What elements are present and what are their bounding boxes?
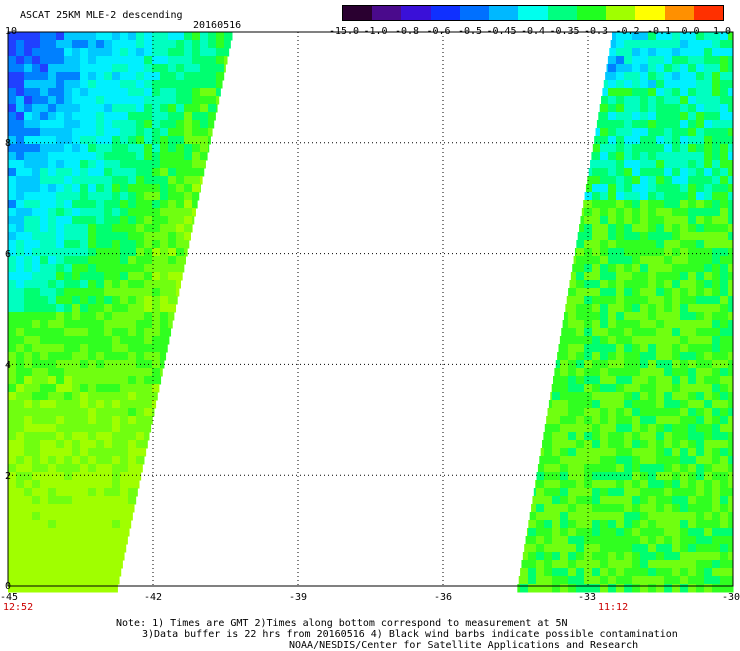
note-line-2: 3)Data buffer is 22 hrs from 20160516 4)… <box>142 629 678 640</box>
colorbar-swatch <box>664 6 694 20</box>
left-swath <box>8 32 233 593</box>
map-frame <box>7 31 734 587</box>
colorbar-tick-label: -1.0 <box>363 26 388 37</box>
lat-label-4: 4 <box>5 360 12 371</box>
map-date: 20160516 <box>193 20 242 31</box>
colorbar-swatch <box>518 6 548 20</box>
colorbar-swatch <box>635 6 665 20</box>
colorbar-tick-label: 0.0 <box>681 26 700 37</box>
lat-label-2: 2 <box>5 471 12 482</box>
lon-label-36: -36 <box>434 592 453 603</box>
colorbar-swatch <box>401 6 431 20</box>
colorbar-swatch <box>343 6 373 20</box>
note-line-3: NOAA/NESDIS/Center for Satellite Applica… <box>289 640 639 651</box>
left-swath-time: 12:52 <box>3 602 34 613</box>
lon-label-30: -30 <box>722 592 740 603</box>
right-swath-time: 11:12 <box>598 602 629 613</box>
colorbar-tick-label: -0.1 <box>646 26 672 37</box>
colorbar-tick-label: -0.5 <box>457 26 483 37</box>
lon-label-42: -42 <box>144 592 163 603</box>
colorbar-swatch <box>430 6 460 20</box>
map-title: ASCAT 25KM MLE-2 descending <box>20 10 183 21</box>
lat-label-0: 0 <box>5 581 12 592</box>
lat-label-6: 6 <box>5 249 12 260</box>
lat-label-10: 10 <box>5 26 18 37</box>
colorbar-swatch <box>459 6 490 20</box>
lon-label-33: -33 <box>578 592 597 603</box>
right-swath <box>517 32 734 593</box>
colorbar-tick-label: -0.3 <box>583 26 609 37</box>
colorbar-swatch <box>606 6 636 20</box>
colorbar-swatch <box>489 6 519 20</box>
colorbar-swatch <box>576 6 607 20</box>
colorbar <box>342 5 724 21</box>
lon-label-39: -39 <box>289 592 308 603</box>
colorbar-swatch <box>372 6 402 20</box>
note-line-1: Note: 1) Times are GMT 2)Times along bot… <box>116 618 568 629</box>
map-gridlines <box>8 32 733 586</box>
colorbar-swatch <box>693 6 724 20</box>
lat-label-8: 8 <box>5 138 12 149</box>
colorbar-tick-label: -0.45 <box>486 26 517 37</box>
colorbar-tick-label: -0.6 <box>426 26 451 37</box>
lon-label-45: -45 <box>0 592 19 603</box>
colorbar-tick-label: -0.2 <box>615 26 640 37</box>
colorbar-tick-label: -0.35 <box>549 26 580 37</box>
colorbar-tick-label: 1.0 <box>712 26 732 37</box>
colorbar-tick-label: -0.8 <box>394 26 420 37</box>
colorbar-tick-label: -0.4 <box>520 26 546 37</box>
colorbar-swatch <box>547 6 577 20</box>
colorbar-tick-label: -15.0 <box>328 26 360 37</box>
